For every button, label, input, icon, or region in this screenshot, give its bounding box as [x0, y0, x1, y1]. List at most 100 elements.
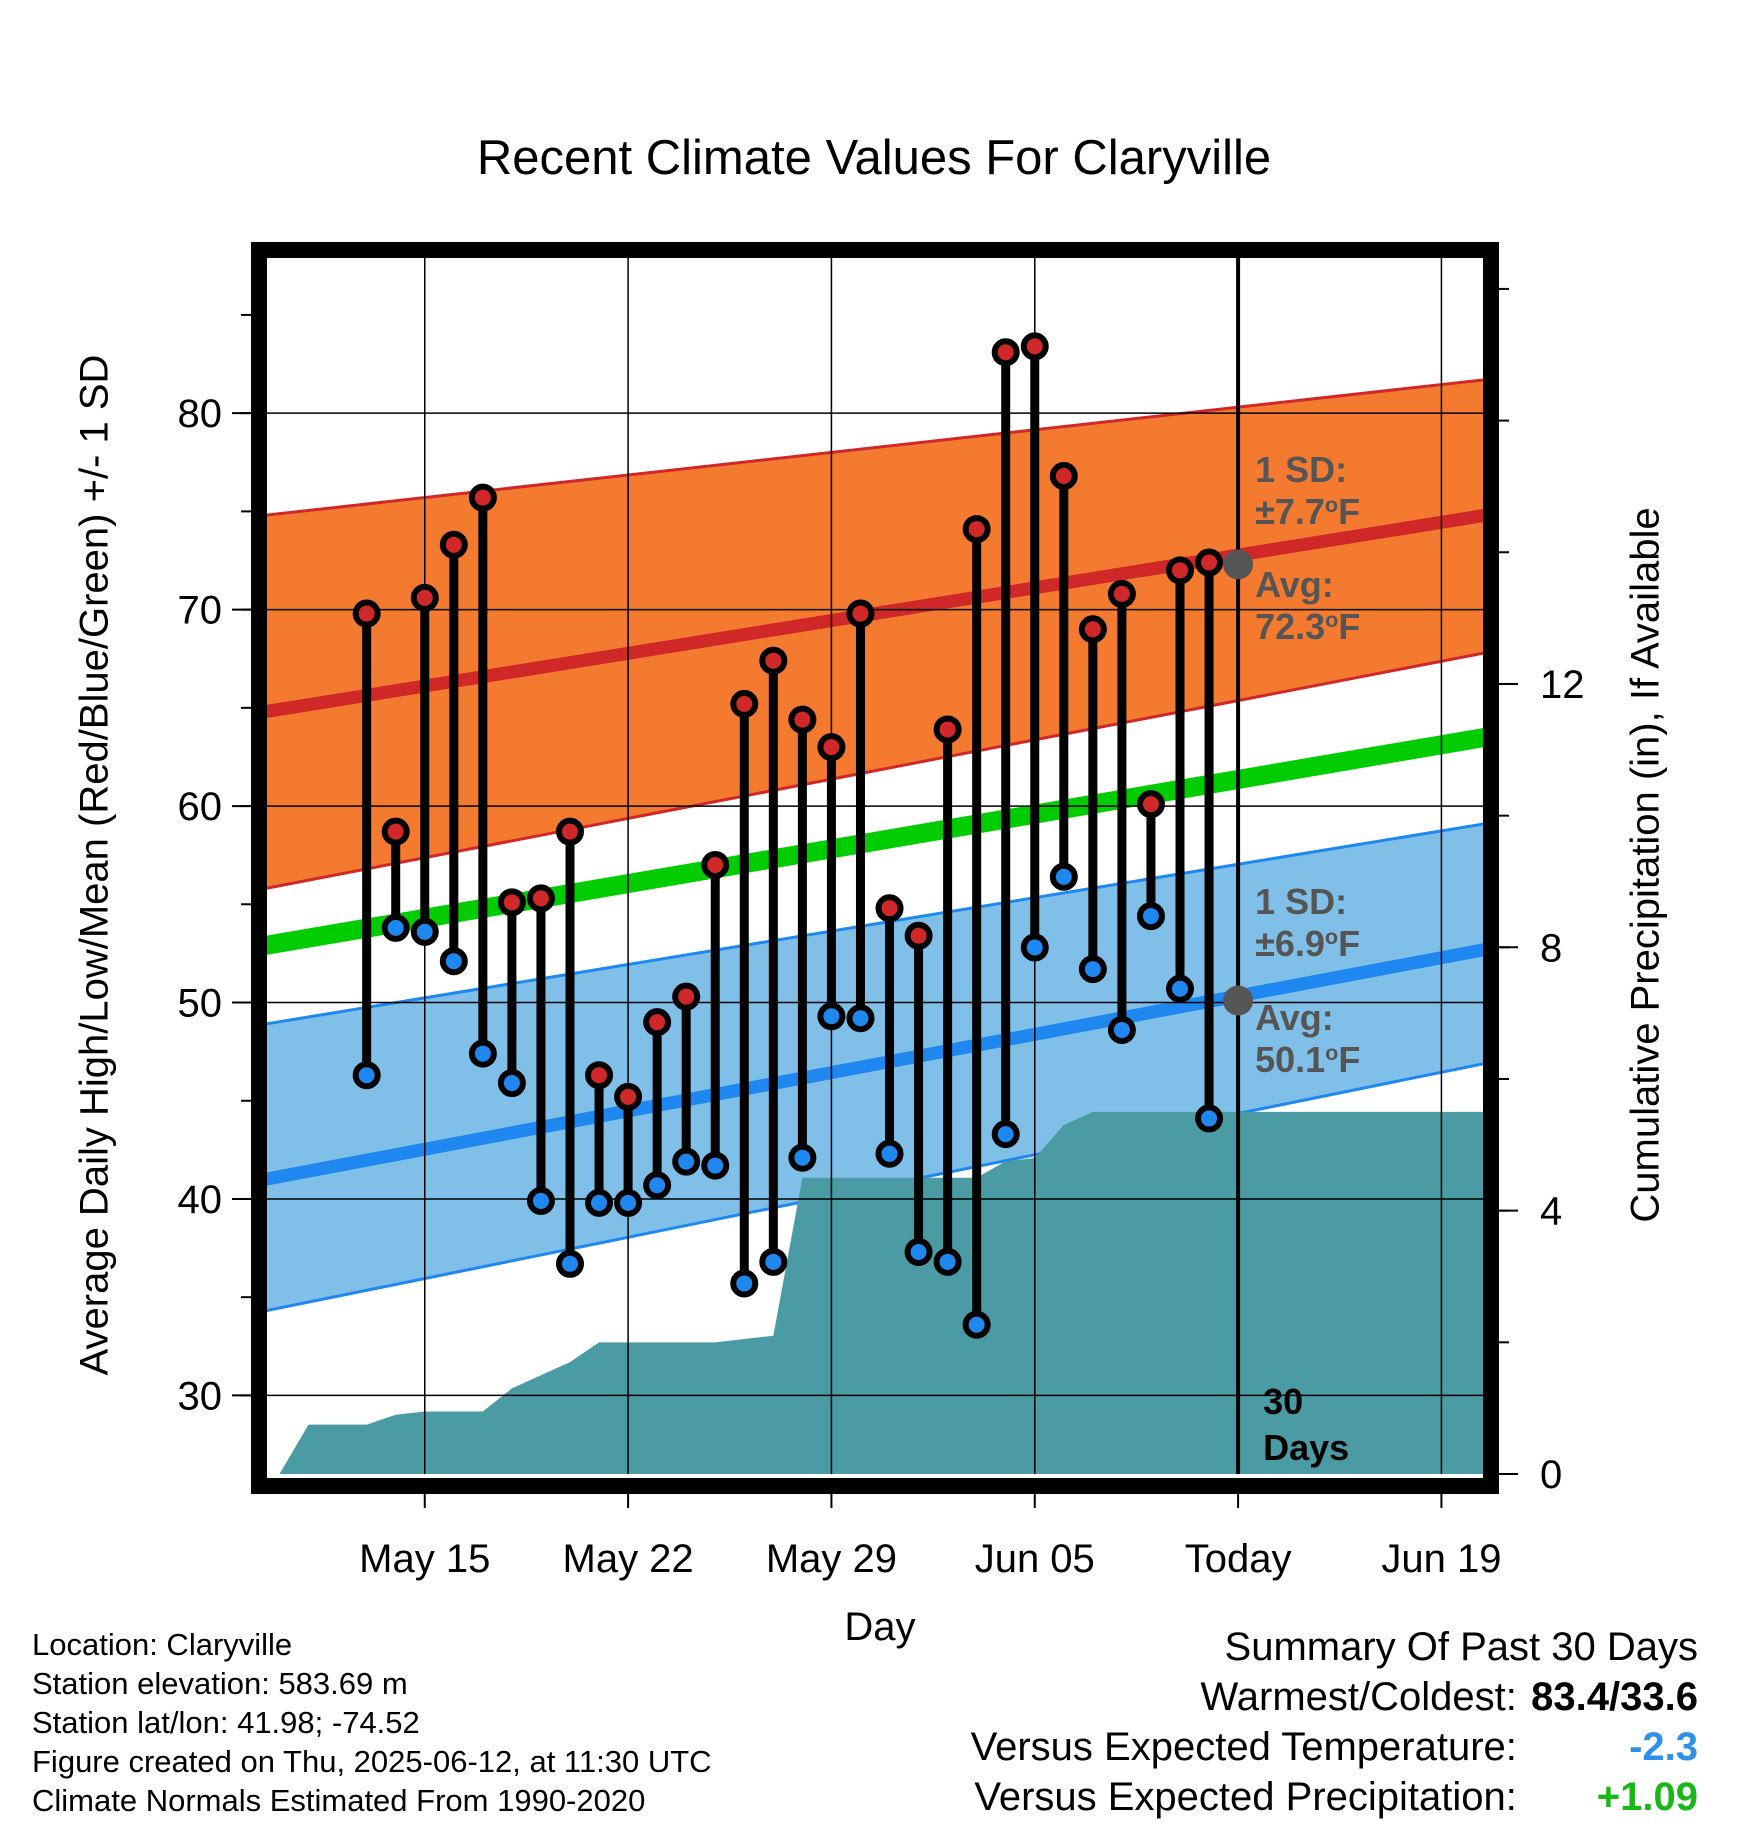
daily-high-point	[468, 483, 497, 512]
daily-low-point	[1166, 974, 1194, 1003]
precip-area	[279, 1111, 1485, 1474]
elevation-text: Station elevation: 583.69 m	[32, 1666, 408, 1701]
daily-low-point	[672, 1147, 701, 1176]
daily-low-point	[817, 1002, 846, 1031]
today-high-avg-dot	[1223, 549, 1254, 580]
daily-low-point	[1195, 1104, 1224, 1133]
daily-high-point	[497, 888, 526, 917]
today-low-avg-dot	[1223, 985, 1254, 1016]
precip-label: Versus Expected Precipitation:	[974, 1775, 1517, 1819]
daily-low-point	[381, 913, 410, 942]
temp-label: Versus Expected Temperature:	[970, 1725, 1517, 1769]
summary-precip-row: Versus Expected Precipitation: +1.09	[971, 1772, 1698, 1822]
x-tick-label: Jun 05	[975, 1537, 1095, 1581]
daily-low-point	[991, 1120, 1020, 1149]
daily-low-point	[962, 1310, 991, 1339]
daily-high-point	[556, 817, 584, 846]
y-tick-label: 30	[178, 1374, 223, 1418]
daily-high-point	[817, 733, 846, 762]
days-annotation: 30 Days	[1263, 1381, 1349, 1468]
daily-high-point	[1195, 548, 1224, 577]
normals-text: Climate Normals Estimated From 1990-2020	[32, 1783, 646, 1818]
y-tick-label: 40	[178, 1178, 223, 1222]
daily-low-point	[526, 1186, 555, 1215]
daily-low-point	[788, 1143, 817, 1172]
x-axis-label: Day	[844, 1605, 916, 1649]
daily-high-point	[962, 515, 991, 544]
daily-high-point	[701, 851, 730, 879]
low-sd-annotation: 1 SD: ±6.9oF	[1255, 881, 1360, 964]
daily-low-point	[730, 1269, 759, 1298]
y2-axis-label: Cumulative Precipitation (in), If Availa…	[1623, 507, 1668, 1223]
created-text: Figure created on Thu, 2025-06-12, at 11…	[32, 1744, 712, 1779]
x-tick-label: Today	[1185, 1537, 1292, 1581]
precip-value: +1.09	[1596, 1775, 1698, 1819]
daily-high-point	[1020, 332, 1049, 361]
daily-high-point	[875, 894, 904, 923]
chart-title: Recent Climate Values For Claryville	[476, 131, 1272, 185]
daily-low-point	[439, 947, 468, 976]
x-tick-label: May 22	[563, 1537, 694, 1581]
warmest-value: 83.4/33.6	[1531, 1675, 1698, 1719]
daily-high-point	[381, 817, 410, 846]
daily-high-point	[1078, 615, 1107, 644]
summary-temp-row: Versus Expected Temperature: -2.3	[971, 1722, 1698, 1772]
daily-low-point	[497, 1069, 526, 1098]
daily-low-point	[585, 1188, 614, 1217]
daily-high-point	[643, 1008, 672, 1037]
daily-high-point	[352, 599, 381, 628]
summary-panel: Summary Of Past 30 Days Warmest/Coldest:…	[971, 1622, 1698, 1822]
y2-tick-label: 12	[1540, 663, 1585, 707]
summary-warmest-row: Warmest/Coldest: 83.4/33.6	[971, 1672, 1699, 1722]
daily-low-point	[352, 1061, 381, 1090]
x-tick-label: May 29	[766, 1537, 897, 1581]
daily-high-point	[672, 982, 701, 1011]
daily-low-point	[1049, 862, 1078, 891]
daily-low-point	[1078, 955, 1107, 984]
daily-low-point	[468, 1039, 497, 1068]
daily-low-point	[1020, 933, 1049, 962]
daily-low-point	[759, 1247, 788, 1276]
x-tick-label: Jun 19	[1381, 1537, 1501, 1581]
daily-high-point	[1166, 556, 1194, 585]
warmest-label: Warmest/Coldest:	[1200, 1675, 1517, 1719]
daily-high-point	[1107, 579, 1136, 608]
daily-high-point	[614, 1082, 643, 1111]
daily-high-point	[1136, 790, 1165, 819]
daily-high-point	[585, 1061, 614, 1090]
daily-low-point	[846, 1004, 875, 1033]
daily-high-point	[410, 583, 439, 612]
latlon-text: Station lat/lon: 41.98; -74.52	[32, 1705, 420, 1740]
daily-low-point	[1136, 902, 1165, 931]
station-info: Location: Claryville Station elevation: …	[32, 1625, 712, 1820]
y-axis-label: Average Daily High/Low/Mean (Red/Blue/Gr…	[72, 354, 117, 1376]
summary-heading: Summary Of Past 30 Days	[1224, 1625, 1698, 1669]
y2-tick-label: 4	[1540, 1190, 1562, 1234]
daily-high-point	[1049, 462, 1078, 491]
daily-low-point	[556, 1249, 584, 1278]
mean-avg-line	[265, 727, 1485, 955]
daily-low-point	[410, 917, 439, 946]
daily-low-point	[933, 1247, 962, 1276]
daily-high-point	[759, 646, 788, 675]
y-tick-label: 70	[178, 589, 223, 633]
daily-high-point	[730, 689, 759, 718]
daily-low-point	[614, 1188, 643, 1217]
y2-tick-label: 8	[1540, 926, 1562, 970]
y-tick-label: 60	[178, 785, 223, 829]
daily-high-point	[933, 715, 962, 744]
high-sd-band	[265, 378, 1485, 891]
high-avg-annotation: Avg: 72.3oF	[1255, 564, 1360, 647]
y-tick-label: 80	[178, 392, 223, 436]
low-avg-annotation: Avg: 50.1oF	[1255, 997, 1360, 1080]
daily-low-point	[701, 1151, 730, 1180]
daily-high-point	[526, 884, 555, 913]
location-text: Location: Claryville	[32, 1627, 293, 1662]
daily-high-point	[904, 921, 933, 950]
temp-value: -2.3	[1629, 1725, 1698, 1769]
x-tick-label: May 15	[359, 1537, 490, 1581]
y-tick-label: 50	[178, 982, 223, 1026]
daily-low-point	[904, 1238, 933, 1267]
daily-high-point	[846, 599, 875, 628]
